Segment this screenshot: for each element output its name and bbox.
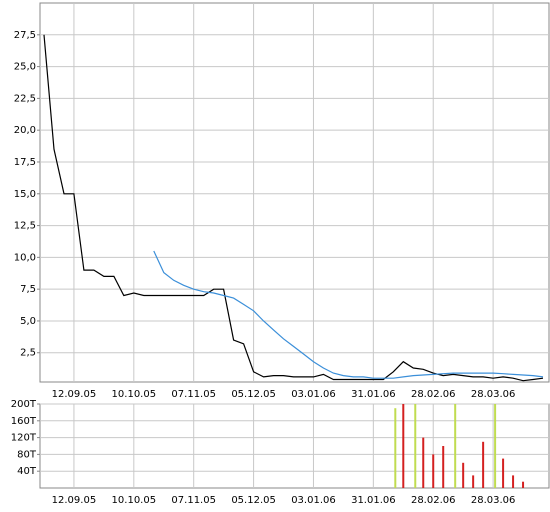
y-tick-label: 40T xyxy=(17,466,37,477)
x-tick-label: 03.01.06 xyxy=(291,389,336,400)
x-tick-label: 07.11.05 xyxy=(171,389,216,400)
volume-bar xyxy=(414,404,417,488)
x-tick-label: 28.02.06 xyxy=(411,495,456,506)
volume-bar xyxy=(432,454,435,488)
y-tick-label: 7,5 xyxy=(20,284,36,295)
y-tick-label: 20,0 xyxy=(14,125,36,136)
x-tick-label: 03.01.06 xyxy=(291,495,336,506)
volume-bar xyxy=(394,408,397,488)
y-tick-label: 17,5 xyxy=(14,157,36,168)
y-tick-label: 10,0 xyxy=(14,252,36,263)
x-tick-label: 31.01.06 xyxy=(351,495,396,506)
y-tick-label: 22,5 xyxy=(14,93,36,104)
y-tick-label: 27,5 xyxy=(14,30,36,41)
y-tick-label: 120T xyxy=(11,433,37,444)
y-tick-label: 15,0 xyxy=(14,189,36,200)
y-tick-label: 160T xyxy=(11,416,37,427)
x-tick-label: 28.03.06 xyxy=(471,495,516,506)
y-tick-label: 25,0 xyxy=(14,62,36,73)
series-line xyxy=(43,34,544,382)
x-tick-label: 12.09.05 xyxy=(52,389,97,400)
volume-bar xyxy=(442,446,445,488)
volume-bar xyxy=(522,481,525,488)
volume-bar xyxy=(494,404,497,488)
x-tick-label: 28.02.06 xyxy=(411,389,456,400)
x-tick-label: 07.11.05 xyxy=(171,495,216,506)
volume-bar xyxy=(482,441,485,488)
x-tick-label: 28.03.06 xyxy=(471,389,516,400)
volume-bar xyxy=(402,404,405,488)
x-tick-label: 10.10.05 xyxy=(112,495,157,506)
series-line xyxy=(153,250,544,379)
volume-bar xyxy=(454,404,457,488)
x-tick-label: 05.12.05 xyxy=(231,389,276,400)
y-tick-label: 12,5 xyxy=(14,221,36,232)
volume-bar xyxy=(502,458,505,488)
volume-bar xyxy=(462,462,465,488)
plot-area xyxy=(39,2,550,383)
volume-bar xyxy=(512,475,515,488)
volume-bar xyxy=(472,475,475,488)
x-tick-label: 31.01.06 xyxy=(351,389,396,400)
x-tick-label: 05.12.05 xyxy=(231,495,276,506)
y-tick-label: 5,0 xyxy=(20,316,36,327)
x-tick-label: 10.10.05 xyxy=(112,389,157,400)
y-tick-label: 2,5 xyxy=(20,348,36,359)
volume-bar xyxy=(422,437,425,488)
y-tick-label: 80T xyxy=(17,449,37,460)
y-tick-label: 200T xyxy=(11,399,37,410)
x-tick-label: 12.09.05 xyxy=(52,495,97,506)
